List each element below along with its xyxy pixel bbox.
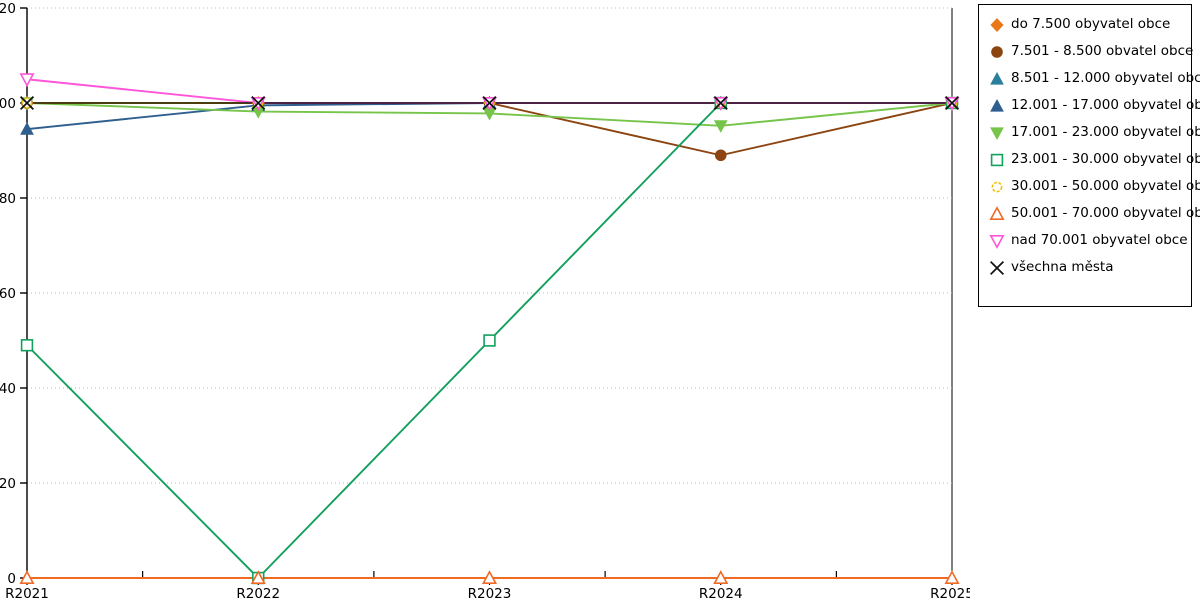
legend-item[interactable]: 50.001 - 70.000 obyvatel obc... <box>987 200 1200 227</box>
legend-marker-shape <box>990 71 1004 85</box>
x-marker-stroke <box>944 95 960 111</box>
legend-item-label: do 7.500 obyvatel obce <box>1011 15 1171 32</box>
legend-marker-icon <box>987 42 1007 62</box>
data-point <box>251 95 266 111</box>
legend-marker-shape <box>991 45 1003 58</box>
legend-marker-triangle-up-icon <box>990 71 1004 85</box>
chart-svg: 0 20 40 60 80 100 120 R2021 R2022 R2023 R2024 R2025 <box>0 1 970 600</box>
legend-marker-icon <box>987 15 1007 35</box>
x-axis-tick-label: R2025 <box>930 586 970 600</box>
x-axis-tick-label: R2024 <box>699 586 743 600</box>
legend-item-label: nad 70.001 obyvatel obce <box>1011 231 1188 248</box>
y-axis-tick-label: 120 <box>0 1 16 17</box>
y-axis-tick-label: 100 <box>0 96 16 112</box>
legend-item-label: 7.501 - 8.500 obvatel obce <box>1011 42 1194 59</box>
legend-marker-triangle-down-icon <box>990 126 1004 140</box>
legend-item[interactable]: do 7.500 obyvatel obce <box>987 11 1191 38</box>
data-point <box>713 570 729 585</box>
legend-item-label: všechna města <box>1011 258 1114 275</box>
data-point <box>20 339 34 352</box>
legend-marker-shape <box>990 98 1004 112</box>
legend-item-label: 30.001 - 50.000 obyvatel obc... <box>1011 177 1200 194</box>
legend-marker-icon <box>987 96 1007 116</box>
y-axis-tick-label: 40 <box>0 381 16 397</box>
legend-marker-triangle-up-icon <box>989 205 1005 220</box>
data-point <box>250 570 266 585</box>
legend-marker-icon <box>987 258 1007 278</box>
legend-marker-icon <box>987 69 1007 89</box>
data-point <box>19 570 35 585</box>
chart-legend: do 7.500 obyvatel obce 7.501 - 8.500 obva… <box>978 4 1200 307</box>
data-point <box>713 120 728 133</box>
series-markers-9 <box>19 95 960 111</box>
x-marker-stroke <box>19 95 35 111</box>
legend-item-label: 23.001 - 30.000 obyvatel obc... <box>1011 150 1200 167</box>
legend-marker-circle-icon <box>991 181 1003 192</box>
legend-marker-circle-icon <box>991 45 1003 58</box>
legend-item[interactable]: 17.001 - 23.000 obyvatel obc... <box>987 119 1200 146</box>
legend-item-label: 8.501 - 12.000 obyvatel obce <box>1011 69 1200 86</box>
legend-marker-icon <box>987 177 1007 197</box>
x-axis-tick-label: R2022 <box>236 586 280 600</box>
data-point <box>714 149 727 162</box>
data-point <box>481 570 498 585</box>
legend-marker-shape <box>991 181 1003 192</box>
legend-item[interactable]: 23.001 - 30.000 obyvatel obc... <box>987 146 1200 173</box>
data-point <box>19 95 35 111</box>
legend-marker-shape <box>989 205 1005 220</box>
legend-marker-shape <box>990 126 1004 140</box>
legend-marker-square-icon <box>990 153 1004 166</box>
data-point <box>713 95 728 111</box>
legend-marker-diamond-icon <box>990 17 1004 32</box>
legend-item[interactable]: 12.001 - 17.000 obyvatel obc... <box>987 92 1200 119</box>
legend-marker-shape <box>989 260 1005 275</box>
legend-item[interactable]: nad 70.001 obyvatel obce <box>987 227 1191 254</box>
data-point <box>944 570 960 585</box>
legend-item[interactable]: 8.501 - 12.000 obyvatel obce <box>987 65 1200 92</box>
legend-marker-x-icon <box>989 260 1005 275</box>
data-point <box>20 122 34 135</box>
x-marker-stroke <box>989 260 1005 275</box>
data-point <box>19 73 35 88</box>
y-axis-tick-label: 60 <box>0 286 16 302</box>
y-axis-tick-label: 0 <box>7 571 16 587</box>
legend-marker-triangle-up-icon <box>990 98 1004 112</box>
legend-item[interactable]: všechna města <box>987 254 1191 281</box>
data-point <box>944 95 960 111</box>
legend-item[interactable]: 7.501 - 8.500 obvatel obce <box>987 38 1194 65</box>
legend-marker-shape <box>989 234 1005 249</box>
x-marker-stroke <box>713 95 728 111</box>
series-markers-5 <box>20 96 959 585</box>
legend-marker-shape <box>990 17 1004 32</box>
legend-marker-shape <box>990 153 1004 166</box>
y-axis-tick-label: 20 <box>0 476 16 492</box>
data-point <box>483 334 496 347</box>
line-chart-plot: 0 20 40 60 80 100 120 R2021 R2022 R2023 R2024 R2025 <box>0 1 970 600</box>
y-axis-tick-label: 80 <box>0 191 16 207</box>
legend-item-label: 50.001 - 70.000 obyvatel obc... <box>1011 204 1200 221</box>
x-marker-stroke <box>251 95 266 111</box>
x-marker-stroke <box>482 95 497 111</box>
series-markers-7 <box>19 570 960 585</box>
legend-marker-triangle-down-icon <box>989 234 1005 249</box>
legend-marker-icon <box>987 123 1007 143</box>
legend-marker-icon <box>987 150 1007 170</box>
legend-marker-icon <box>987 231 1007 251</box>
legend-item-label: 12.001 - 17.000 obyvatel obc... <box>1011 96 1200 113</box>
legend-item-label: 17.001 - 23.000 obyvatel obc... <box>1011 123 1200 140</box>
x-axis-tick-label: R2023 <box>468 586 512 600</box>
x-axis-tick-label: R2021 <box>5 586 49 600</box>
data-point <box>482 95 497 111</box>
legend-item[interactable]: 30.001 - 50.000 obyvatel obc... <box>987 173 1200 200</box>
legend-marker-icon <box>987 204 1007 224</box>
